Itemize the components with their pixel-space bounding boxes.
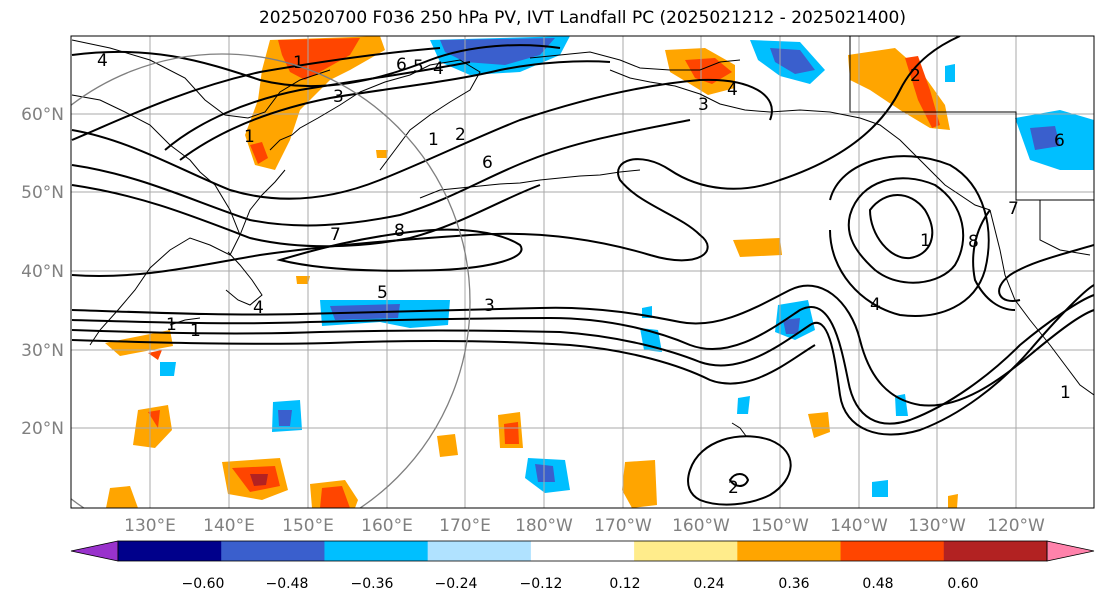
pv-contours: [71, 36, 1094, 506]
colorbar-swatch: [737, 541, 842, 561]
lon-label: 170°E: [439, 516, 491, 536]
colorbar-tick-label: 0.60: [947, 576, 978, 592]
colorbar-swatch: [943, 541, 1048, 561]
contour-label: 6: [482, 153, 493, 173]
lat-label: 50°N: [21, 183, 64, 203]
contour-label: 4: [727, 80, 738, 100]
contour-label: 4: [433, 59, 444, 79]
contour-label: 2: [910, 66, 921, 86]
contour-label: 4: [253, 298, 264, 318]
contour-label: 7: [330, 225, 341, 245]
contour-label: 2: [728, 478, 739, 498]
pc-shading: [105, 36, 1094, 508]
lat-label: 20°N: [21, 419, 64, 439]
contour-label: 2: [455, 125, 466, 145]
lon-label: 140°E: [203, 516, 255, 536]
lon-label: 130°E: [124, 516, 176, 536]
colorbar-tick-label: −0.36: [351, 576, 394, 592]
contour-label: 8: [968, 232, 979, 252]
contour-label: 3: [698, 95, 709, 115]
contour-label: 4: [97, 51, 108, 71]
contour-label: 1: [428, 130, 439, 150]
contour-label: 7: [1008, 199, 1019, 219]
colorbar-swatch: [634, 541, 738, 561]
contour-label: 5: [413, 57, 424, 77]
colorbar-extend-high: [1046, 540, 1095, 562]
coastlines: [71, 36, 1094, 437]
colorbar-tick-label: 0.36: [778, 576, 809, 592]
contour-label: 4: [870, 295, 881, 315]
colorbar-swatch: [118, 541, 222, 561]
colorbar-tick-label: −0.24: [435, 576, 478, 592]
contour-label: 1: [244, 127, 255, 147]
lon-label: 150°E: [282, 516, 334, 536]
contour-label: 1: [1060, 383, 1071, 403]
contour-label: 1: [166, 315, 177, 335]
latitude-labels: 60°N 50°N 40°N 30°N 20°N: [21, 105, 64, 439]
colorbar-swatch: [221, 541, 325, 561]
colorbar-tick-label: −0.48: [266, 576, 309, 592]
colorbar-swatch: [324, 541, 429, 561]
colorbar-swatch: [427, 541, 532, 561]
colorbar-frame: [117, 540, 1048, 562]
colorbar-swatch: [840, 541, 945, 561]
contour-label: 1: [190, 321, 201, 341]
lon-label: 130°W: [908, 516, 966, 536]
map-frame: [70, 35, 1095, 509]
colorbar-tick-label: −0.60: [182, 576, 225, 592]
contour-label: 1: [920, 231, 931, 251]
contour-label: 8: [394, 221, 405, 241]
lon-label: 160°E: [361, 516, 413, 536]
contour-label: 3: [484, 296, 495, 316]
lon-label: 180°W: [515, 516, 573, 536]
contour-label: 6: [396, 55, 407, 75]
lon-label: 140°W: [830, 516, 888, 536]
lat-label: 40°N: [21, 262, 64, 282]
map-title: 2025020700 F036 250 hPa PV, IVT Landfall…: [258, 8, 906, 28]
colorbar-extend-low: [70, 540, 119, 562]
contour-label: 3: [333, 87, 344, 107]
contour-label: 5: [377, 283, 388, 303]
lat-label: 60°N: [21, 105, 64, 125]
contour-label: 6: [1054, 131, 1065, 151]
lon-label: 120°W: [987, 516, 1045, 536]
lon-label: 160°W: [672, 516, 730, 536]
lon-label: 150°W: [751, 516, 809, 536]
lat-label: 30°N: [21, 341, 64, 361]
colorbar-tick-label: 0.24: [693, 576, 724, 592]
lon-label: 170°W: [594, 516, 652, 536]
region-circle: [71, 53, 471, 508]
longitude-labels: 130°E 140°E 150°E 160°E 170°E 180°W 170°…: [124, 516, 1045, 536]
colorbar-swatch: [530, 541, 635, 561]
colorbar-tick-labels: −0.60 −0.48 −0.36 −0.24 −0.12 0.12 0.24 …: [182, 576, 979, 592]
colorbar-tick-label: 0.48: [862, 576, 893, 592]
colorbar: [70, 540, 1095, 562]
graticule: [71, 36, 1094, 508]
contour-labels: 4 1 6 5 4 3 1 1 2 6 7 8 5 3 4 1 1 2 1 3 …: [97, 51, 1071, 498]
contour-label: 1: [293, 53, 304, 73]
colorbar-tick-label: −0.12: [520, 576, 563, 592]
colorbar-tick-label: 0.12: [609, 576, 640, 592]
